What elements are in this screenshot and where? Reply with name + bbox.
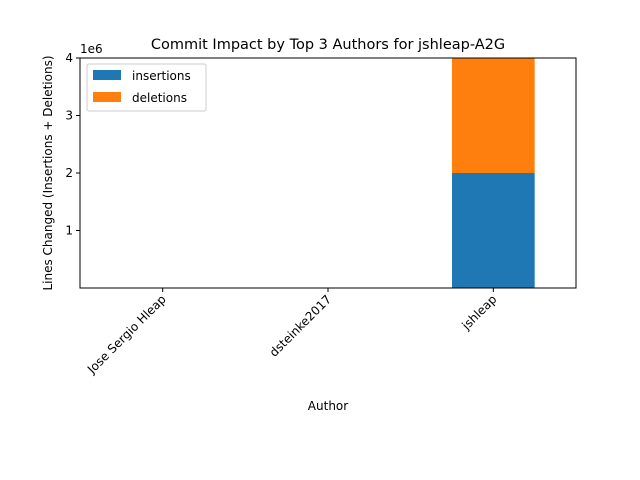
legend-swatch-insertions bbox=[93, 70, 121, 80]
x-axis-label: Author bbox=[308, 399, 348, 413]
legend-label-deletions: deletions bbox=[132, 91, 187, 105]
chart-title: Commit Impact by Top 3 Authors for jshle… bbox=[151, 37, 505, 53]
bars-group bbox=[452, 58, 535, 288]
legend: insertions deletions bbox=[86, 63, 207, 112]
legend-swatch-deletions bbox=[93, 92, 121, 102]
y-axis-label: Lines Changed (Insertions + Deletions) bbox=[41, 55, 55, 290]
y-axis-offset-label: 1e6 bbox=[80, 42, 103, 56]
y-tick-label: 1 bbox=[65, 224, 73, 238]
y-tick-label: 2 bbox=[65, 166, 73, 180]
y-tick-label: 4 bbox=[65, 51, 73, 65]
legend-label-insertions: insertions bbox=[132, 69, 191, 83]
y-axis: 1 2 3 4 bbox=[65, 51, 80, 238]
bar-deletions-2 bbox=[452, 58, 535, 173]
bar-insertions-2 bbox=[452, 173, 535, 288]
y-tick-label: 3 bbox=[65, 109, 73, 123]
